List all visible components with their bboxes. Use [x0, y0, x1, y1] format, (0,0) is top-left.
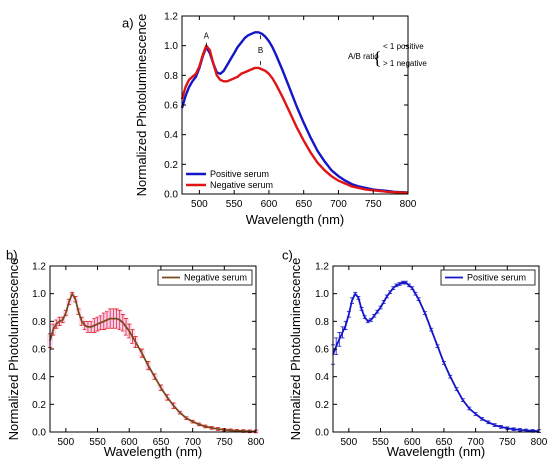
- panel-a-label: a): [122, 16, 134, 31]
- panel-b-y-tick-label: 0.0: [32, 428, 46, 439]
- panel-c-legend-label: Positive serum: [467, 273, 526, 283]
- panel-b-y-axis-title: Normalized Photoluminescence: [6, 258, 21, 441]
- panel-a-ratio-positive: < 1 positive: [383, 42, 424, 51]
- panel-c-y-axis-title: Normalized Photoluminescence: [288, 258, 303, 441]
- panel-b-y-tick-label: 1.0: [32, 289, 46, 300]
- panel-b-x-tick-label: 700: [184, 437, 201, 448]
- panel-c-y-tick-label: 1.0: [315, 289, 329, 300]
- panel-a-y-axis-title: Normalized Photoluminescence: [134, 14, 149, 197]
- panel-b-x-tick-label: 600: [121, 437, 138, 448]
- panel-c-label: c): [282, 248, 293, 263]
- panel-a-peak-b-label: B: [258, 46, 263, 55]
- panel-a-x-tick-label: 600: [261, 199, 278, 210]
- panel-b-legend-label: Negative serum: [184, 273, 247, 283]
- panel-b-series-negative-serum: [49, 292, 257, 433]
- panel-a-y-tick-label: 0.4: [164, 130, 178, 141]
- panel-c-y-tick-label: 1.2: [315, 262, 329, 273]
- panel-c-x-axis-title: Wavelength (nm): [387, 444, 486, 459]
- panel-a-x-tick-label: 750: [365, 199, 382, 210]
- panel-a-legend-label: Positive serum: [210, 169, 269, 179]
- panel-c-y-tick-label: 0.0: [315, 428, 329, 439]
- panel-c-x-tick-label: 600: [404, 437, 421, 448]
- panel-a-y-tick-label: 1.0: [164, 41, 178, 52]
- panel-a-legend-label: Negative serum: [210, 180, 273, 190]
- panel-a-y-tick-label: 0.6: [164, 101, 178, 112]
- panel-b-legend-box: [157, 269, 253, 286]
- panel-a-peak-a-label: A: [204, 32, 210, 41]
- panel-c-x-tick-label: 800: [531, 437, 548, 448]
- panel-a-series-negative-serum: [180, 44, 409, 194]
- panel-a-y-tick-label: 0.0: [164, 190, 178, 201]
- panel-a-x-tick-label: 650: [295, 199, 312, 210]
- panel-b-x-tick-label: 500: [58, 437, 75, 448]
- panel-b-y-tick-label: 0.8: [32, 317, 46, 328]
- panel-b-x-tick-label: 650: [153, 437, 170, 448]
- panel-a-series-positive-serum: [180, 31, 409, 194]
- panel-c-x-tick-label: 650: [436, 437, 453, 448]
- panel-a-y-tick-label: 1.2: [164, 12, 178, 23]
- panel-b-plot-frame: [49, 265, 257, 433]
- panel-b-x-tick-label: 550: [89, 437, 106, 448]
- panel-a-ratio-label: A/B ratio: [348, 52, 379, 61]
- panel-c-legend-box: [440, 269, 536, 286]
- panel-a-x-axis-title: Wavelength (nm): [246, 212, 345, 227]
- panel-b-y-tick-label: 1.2: [32, 262, 46, 273]
- panel-c-plot-frame: [332, 265, 540, 433]
- panel-a-ratio-brace: {: [373, 48, 382, 68]
- panel-a-y-tick-label: 0.2: [164, 160, 178, 171]
- panel-b-y-tick-label: 0.2: [32, 400, 46, 411]
- panel-c-series-positive-serum: [332, 281, 540, 433]
- panel-b-x-axis-title: Wavelength (nm): [104, 444, 203, 459]
- panel-a-x-tick-label: 800: [400, 199, 417, 210]
- panel-c-y-tick-label: 0.8: [315, 317, 329, 328]
- panel-a-x-tick-label: 550: [226, 199, 243, 210]
- panel-c-y-tick-label: 0.4: [315, 372, 329, 383]
- panel-c-x-tick-label: 550: [372, 437, 389, 448]
- panel-b-y-tick-label: 0.4: [32, 372, 46, 383]
- panel-c-y-tick-label: 0.2: [315, 400, 329, 411]
- panel-a-ratio-negative: > 1 negative: [383, 59, 427, 68]
- panel-c-x-tick-label: 500: [341, 437, 358, 448]
- panel-c-x-tick-label: 700: [467, 437, 484, 448]
- panel-a-y-tick-label: 0.8: [164, 71, 178, 82]
- panel-a-x-tick-label: 500: [191, 199, 208, 210]
- panel-b-x-tick-label: 750: [216, 437, 233, 448]
- panel-c-x-tick-label: 750: [499, 437, 516, 448]
- panel-a-x-tick-label: 700: [330, 199, 347, 210]
- panel-b-label: b): [6, 248, 18, 263]
- panel-b-y-tick-label: 0.6: [32, 345, 46, 356]
- panel-b-x-tick-label: 800: [248, 437, 265, 448]
- panel-c-y-tick-label: 0.6: [315, 345, 329, 356]
